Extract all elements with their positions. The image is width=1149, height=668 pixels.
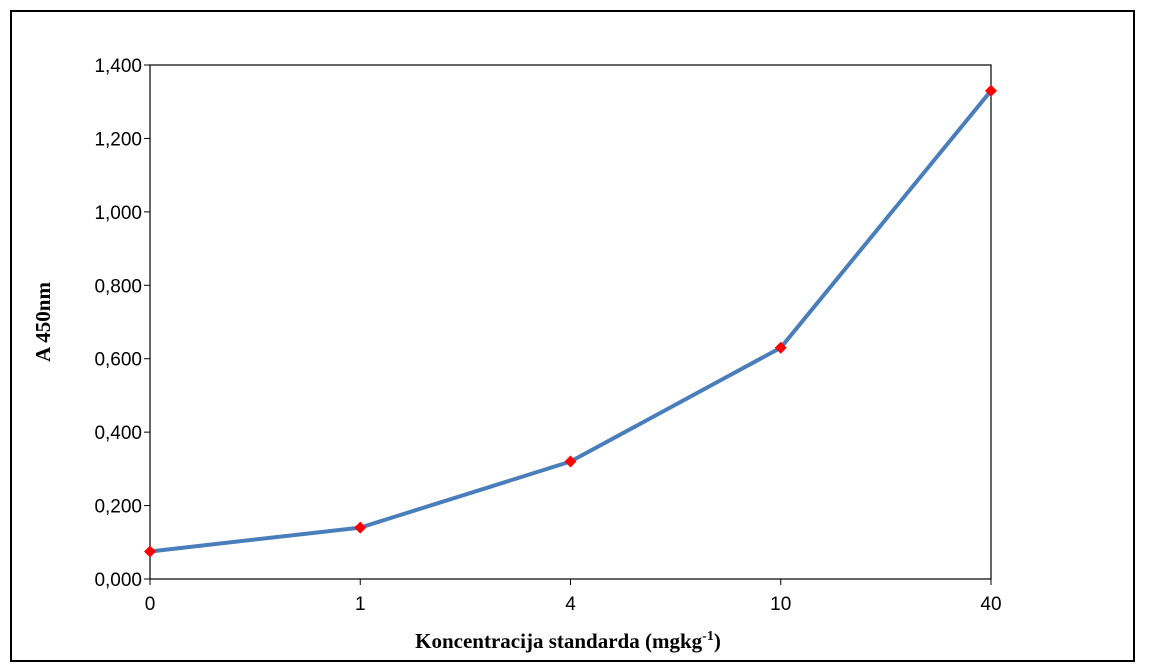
series-line <box>148 88 993 554</box>
y-tick-label: 0,000 <box>94 570 142 591</box>
data-point-marker <box>774 341 787 354</box>
y-tick-label: 1,400 <box>94 56 142 77</box>
y-tick-label: 0,400 <box>94 423 142 444</box>
y-axis-ticks: 0,000 0,200 0,400 0,600 0,800 1,000 1,200 1,400 <box>94 56 150 591</box>
x-axis-ticks: 0 1 4 10 40 <box>145 579 1002 615</box>
x-axis-title-main: Koncentracija standarda (mgkg <box>415 629 702 653</box>
x-axis-title-superscript: -1 <box>702 629 714 644</box>
x-tick-label: 40 <box>980 594 1001 615</box>
chart-frame <box>10 10 1135 662</box>
y-tick-label: 0,800 <box>94 276 142 297</box>
x-axis-title-suffix: ) <box>714 629 721 653</box>
x-tick-label: 10 <box>770 594 791 615</box>
y-tick-label: 0,200 <box>94 497 142 518</box>
y-axis-title: A 450nm <box>31 282 55 362</box>
data-point-marker <box>985 84 997 97</box>
y-tick-label: 1,000 <box>94 203 142 224</box>
plot-area <box>149 64 992 580</box>
y-tick-label: 1,200 <box>94 129 142 150</box>
x-tick-label: 1 <box>355 594 366 615</box>
x-tick-label: 0 <box>145 594 156 615</box>
x-axis-title: Koncentracija standarda (mgkg-1) <box>415 629 721 653</box>
x-tick-label: 4 <box>565 594 576 615</box>
data-point-marker <box>354 521 367 534</box>
data-point-marker <box>564 455 577 468</box>
data-point-marker <box>144 545 156 558</box>
series-layer <box>144 84 997 558</box>
y-tick-label: 0,600 <box>94 350 142 371</box>
